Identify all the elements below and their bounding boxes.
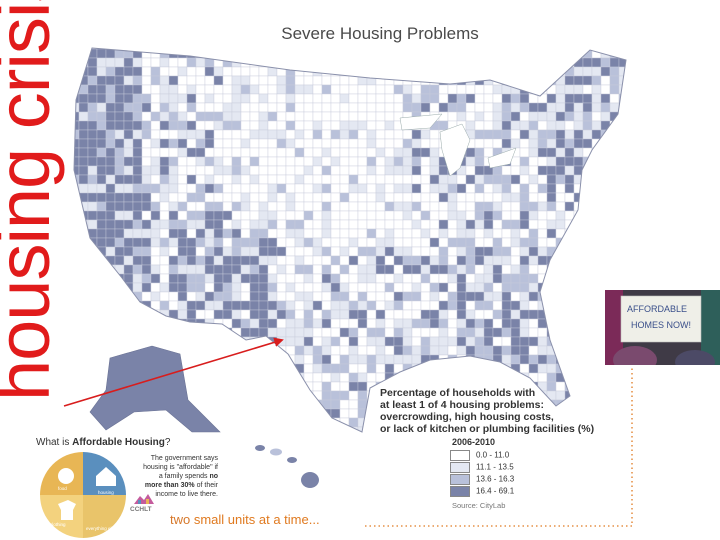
legend-swatch: [450, 462, 470, 473]
legend-item: 16.4 - 69.1: [450, 486, 514, 497]
lake-superior: [399, 113, 443, 131]
pie-label-everything-else: everything else: [86, 526, 117, 531]
protest-sign: [620, 295, 702, 343]
pie-slice-everything-else: [83, 495, 126, 538]
lake-erie: [487, 147, 517, 169]
sign-line-1: AFFORDABLE: [627, 304, 687, 314]
map-title: Severe Housing Problems: [281, 24, 479, 43]
cchlt-logo: [134, 494, 154, 504]
legend-period: 2006-2010: [452, 437, 496, 447]
us-outline: [73, 47, 627, 433]
protest-photo: AFFORDABLE HOMES NOW!: [605, 290, 720, 365]
legend-swatch: [450, 486, 470, 497]
arrow-to-texas: [63, 337, 284, 407]
legend-item: 11.1 - 13.5: [450, 462, 514, 473]
cchlt-logo-text: CCHLT: [130, 506, 152, 513]
affordable-housing-heading: What is Affordable Housing?: [36, 437, 171, 448]
legend-swatch: [450, 474, 470, 485]
pie-label-housing: housing: [98, 490, 114, 495]
sign-line-2: HOMES NOW!: [631, 320, 691, 330]
affordable-definition: The government says housing is "affordab…: [143, 455, 218, 498]
pie-label-food: food: [58, 486, 67, 491]
house-icon: [96, 467, 116, 486]
legend-item: 0.0 - 11.0: [450, 450, 509, 461]
legend-source: Source: CityLab: [452, 501, 506, 510]
legend-item: 13.6 - 16.3: [450, 474, 514, 485]
legend-swatch: [450, 450, 470, 461]
clothing-icon: [58, 500, 76, 520]
tagline: two small units at a time...: [170, 512, 320, 527]
pie-label-clothing: clothing: [50, 522, 66, 527]
legend-heading: Percentage of households with at least 1…: [380, 387, 595, 435]
lake-michigan: [439, 123, 471, 177]
hawaii: [255, 445, 319, 488]
income-pie-chart: food housing clothing everything else: [40, 452, 126, 538]
food-icon: [58, 468, 74, 484]
dotted-connector: [365, 366, 633, 527]
us-choropleth-map: [73, 47, 627, 488]
alaska: [89, 345, 221, 433]
